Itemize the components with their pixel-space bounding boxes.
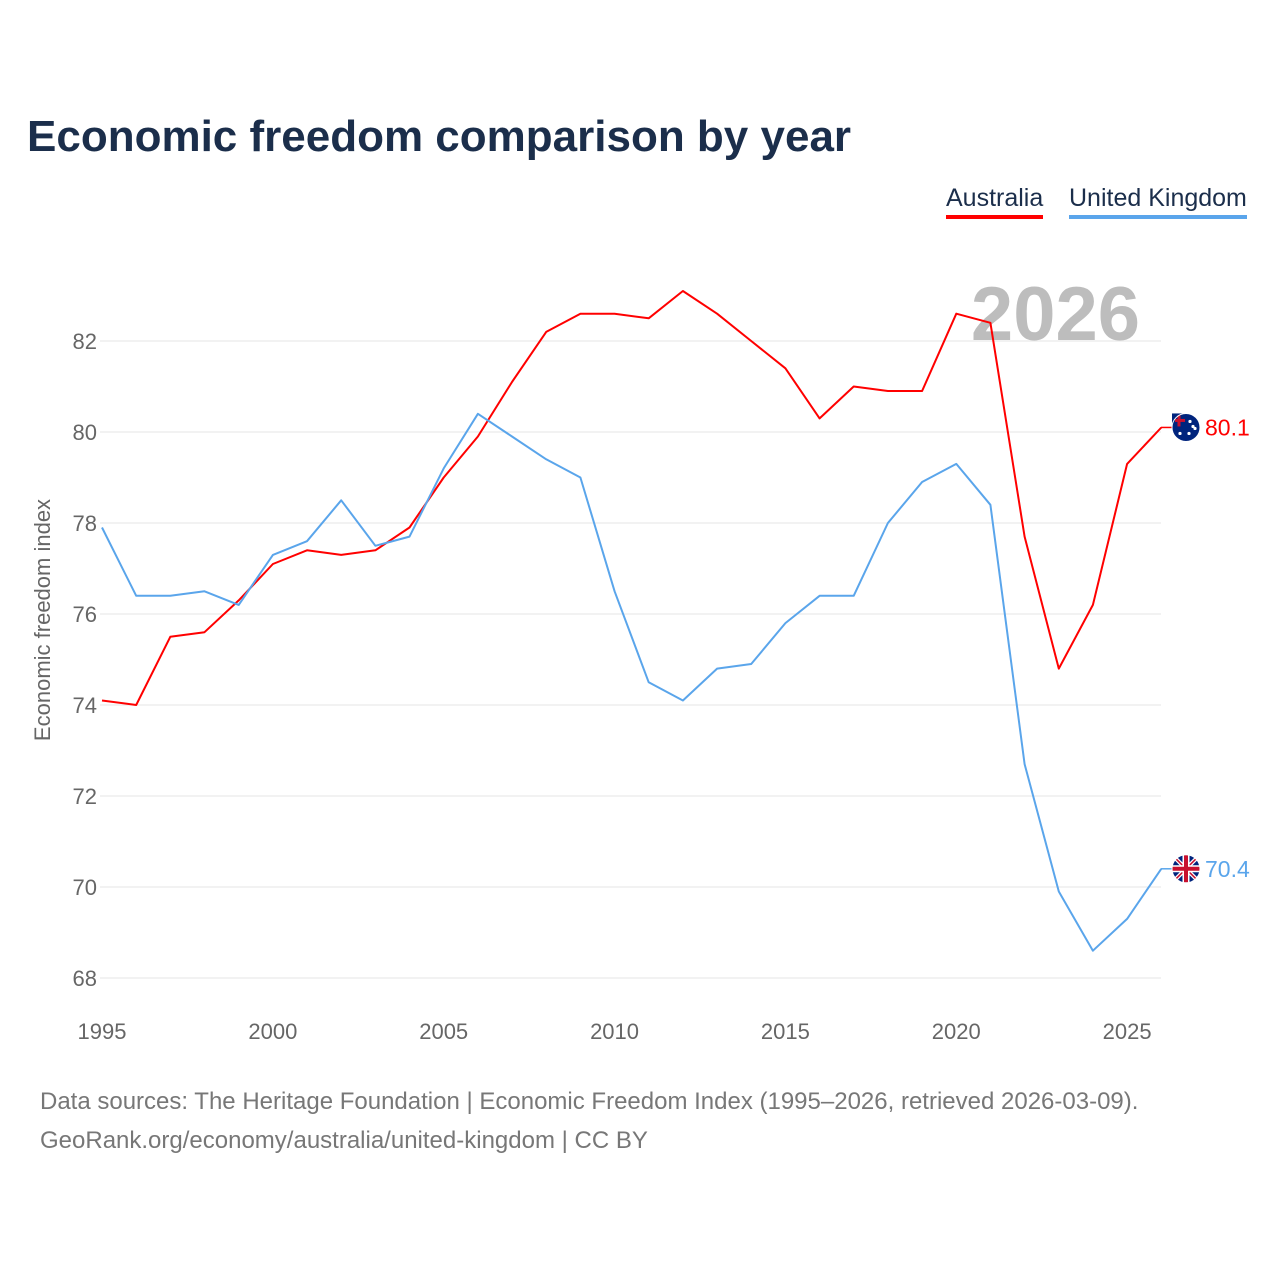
legend-united-kingdom[interactable]: United Kingdom — [1069, 184, 1247, 219]
y-tick-label: 74 — [73, 693, 97, 718]
year-label: 2026 — [971, 272, 1140, 357]
end-value-label-united-kingdom: 70.4 — [1205, 856, 1250, 882]
x-tick-label: 1995 — [78, 1019, 127, 1044]
series-line-united-kingdom — [101, 412, 1163, 952]
x-tick-label: 2000 — [248, 1019, 297, 1044]
y-tick-label: 82 — [73, 329, 97, 354]
source-line-2[interactable]: GeoRank.org/economy/australia/united-kin… — [40, 1127, 648, 1154]
y-tick-label: 72 — [73, 784, 97, 809]
uk-flag-icon — [1171, 854, 1201, 884]
y-tick-label: 80 — [73, 420, 97, 445]
x-tick-label: 2020 — [932, 1019, 981, 1044]
chart-title: Economic freedom comparison by year — [27, 112, 852, 161]
y-tick-label: 76 — [73, 602, 97, 627]
y-tick-label: 68 — [73, 966, 97, 991]
x-tick-label: 2005 — [419, 1019, 468, 1044]
x-tick-label: 2025 — [1103, 1019, 1152, 1044]
australia-flag-icon — [1171, 412, 1201, 442]
end-value-label-australia: 80.1 — [1205, 414, 1250, 440]
legend-australia[interactable]: Australia — [946, 184, 1044, 219]
series-line-australia — [101, 290, 1163, 706]
y-axis-label: Economic freedom index — [30, 499, 55, 741]
x-tick-label: 2010 — [590, 1019, 639, 1044]
x-tick-label: 2015 — [761, 1019, 810, 1044]
y-tick-label: 70 — [73, 875, 97, 900]
y-tick-label: 78 — [73, 511, 97, 536]
source-line-1: Data sources: The Heritage Foundation | … — [40, 1088, 1139, 1115]
